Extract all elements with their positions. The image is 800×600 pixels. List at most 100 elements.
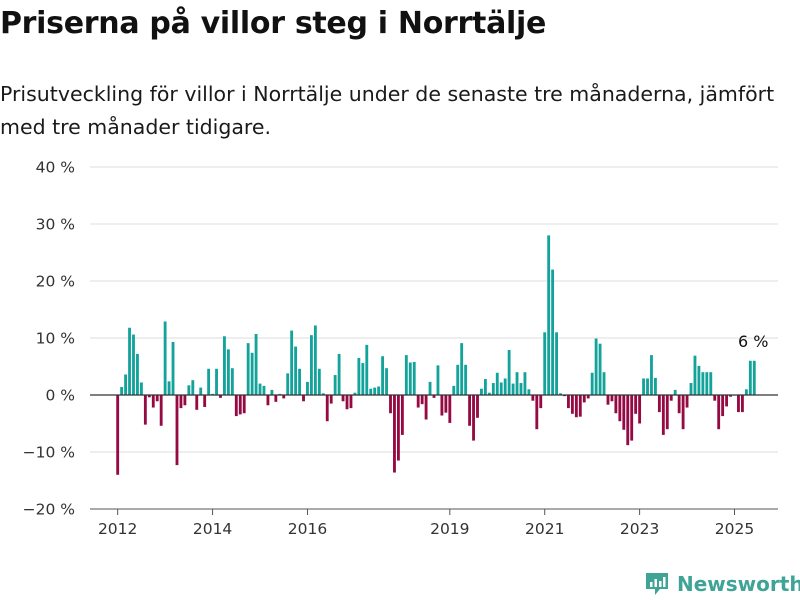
bar — [420, 395, 424, 405]
chart-subtitle: Prisutveckling för villor i Norrtälje un… — [0, 82, 775, 139]
bar — [199, 387, 203, 395]
bar — [618, 395, 622, 422]
bar — [385, 368, 388, 395]
bar — [258, 383, 262, 395]
bar — [681, 395, 685, 430]
bar — [495, 372, 499, 395]
bar — [179, 395, 183, 409]
bar — [408, 362, 412, 395]
bar — [215, 368, 218, 395]
bar — [163, 321, 167, 395]
x-tick-label: 2012 — [98, 520, 137, 538]
bar — [254, 334, 258, 395]
newsworthy-logo-icon — [646, 573, 668, 595]
bar — [547, 235, 551, 395]
bar — [143, 395, 147, 425]
bar — [412, 361, 416, 395]
x-tick-label: 2021 — [525, 520, 564, 538]
bar — [586, 395, 590, 399]
bar — [527, 389, 531, 395]
bar — [535, 395, 539, 430]
y-tick-label: 10 % — [36, 330, 75, 348]
bar — [187, 385, 191, 395]
bar — [183, 395, 187, 406]
bar — [665, 395, 669, 430]
data-label: 6 % — [738, 332, 768, 351]
bar — [286, 373, 290, 395]
bar — [345, 395, 349, 410]
bar — [341, 395, 345, 402]
bar — [219, 395, 222, 398]
bar — [203, 395, 207, 407]
bar — [136, 353, 139, 395]
bar — [298, 368, 301, 395]
bar — [266, 395, 270, 406]
bar — [630, 395, 634, 441]
bar — [381, 356, 385, 395]
y-tick-label: 30 % — [36, 216, 75, 234]
bar — [650, 355, 653, 395]
bar — [226, 349, 230, 395]
bar — [622, 395, 626, 430]
bar — [701, 372, 705, 395]
bar — [740, 395, 744, 413]
bar — [436, 365, 440, 395]
bar — [310, 335, 313, 395]
y-tick-label: −20 % — [23, 501, 75, 519]
bar — [748, 360, 752, 395]
bar — [290, 330, 294, 395]
bar — [191, 380, 195, 395]
bar — [175, 395, 179, 466]
bar — [274, 395, 278, 402]
bar — [424, 395, 428, 420]
grid-lines — [90, 166, 778, 510]
bar — [270, 389, 274, 395]
bar — [167, 381, 171, 395]
bar — [460, 343, 464, 395]
bar — [531, 395, 535, 401]
bar — [602, 372, 606, 395]
bar — [416, 395, 420, 408]
bar — [614, 395, 618, 414]
bar — [634, 395, 638, 414]
bar — [159, 395, 163, 426]
bar — [744, 389, 748, 395]
bars — [116, 235, 756, 475]
bar — [519, 383, 523, 395]
bar — [120, 387, 124, 395]
bar — [499, 382, 503, 395]
bar — [693, 355, 697, 395]
bar — [262, 385, 266, 395]
bar — [503, 378, 507, 395]
bar — [124, 374, 128, 395]
bar — [713, 395, 717, 401]
bar — [606, 395, 610, 405]
bar — [132, 334, 135, 395]
bar — [752, 360, 756, 395]
y-tick-label: −10 % — [23, 444, 75, 462]
bar — [230, 368, 234, 395]
bar — [282, 395, 286, 399]
bar — [491, 383, 495, 395]
bar — [400, 395, 404, 435]
bar — [456, 364, 460, 395]
bar — [638, 395, 642, 424]
bar — [365, 344, 369, 395]
bar — [737, 395, 740, 413]
bar — [507, 349, 511, 395]
bar — [673, 389, 677, 395]
bar — [373, 387, 377, 395]
bar — [551, 269, 555, 395]
y-axis-labels: 40 % 30 % 20 % 10 % 0 % −10 % −20 % — [23, 159, 75, 519]
bar — [642, 378, 645, 395]
bar — [472, 395, 475, 441]
bar — [302, 395, 305, 402]
bar — [321, 393, 325, 395]
bar — [511, 383, 515, 395]
bar — [147, 395, 151, 398]
bar — [238, 395, 242, 415]
bar — [128, 327, 131, 395]
bar — [393, 395, 396, 473]
x-tick-label: 2025 — [715, 520, 754, 538]
bar — [654, 377, 657, 395]
